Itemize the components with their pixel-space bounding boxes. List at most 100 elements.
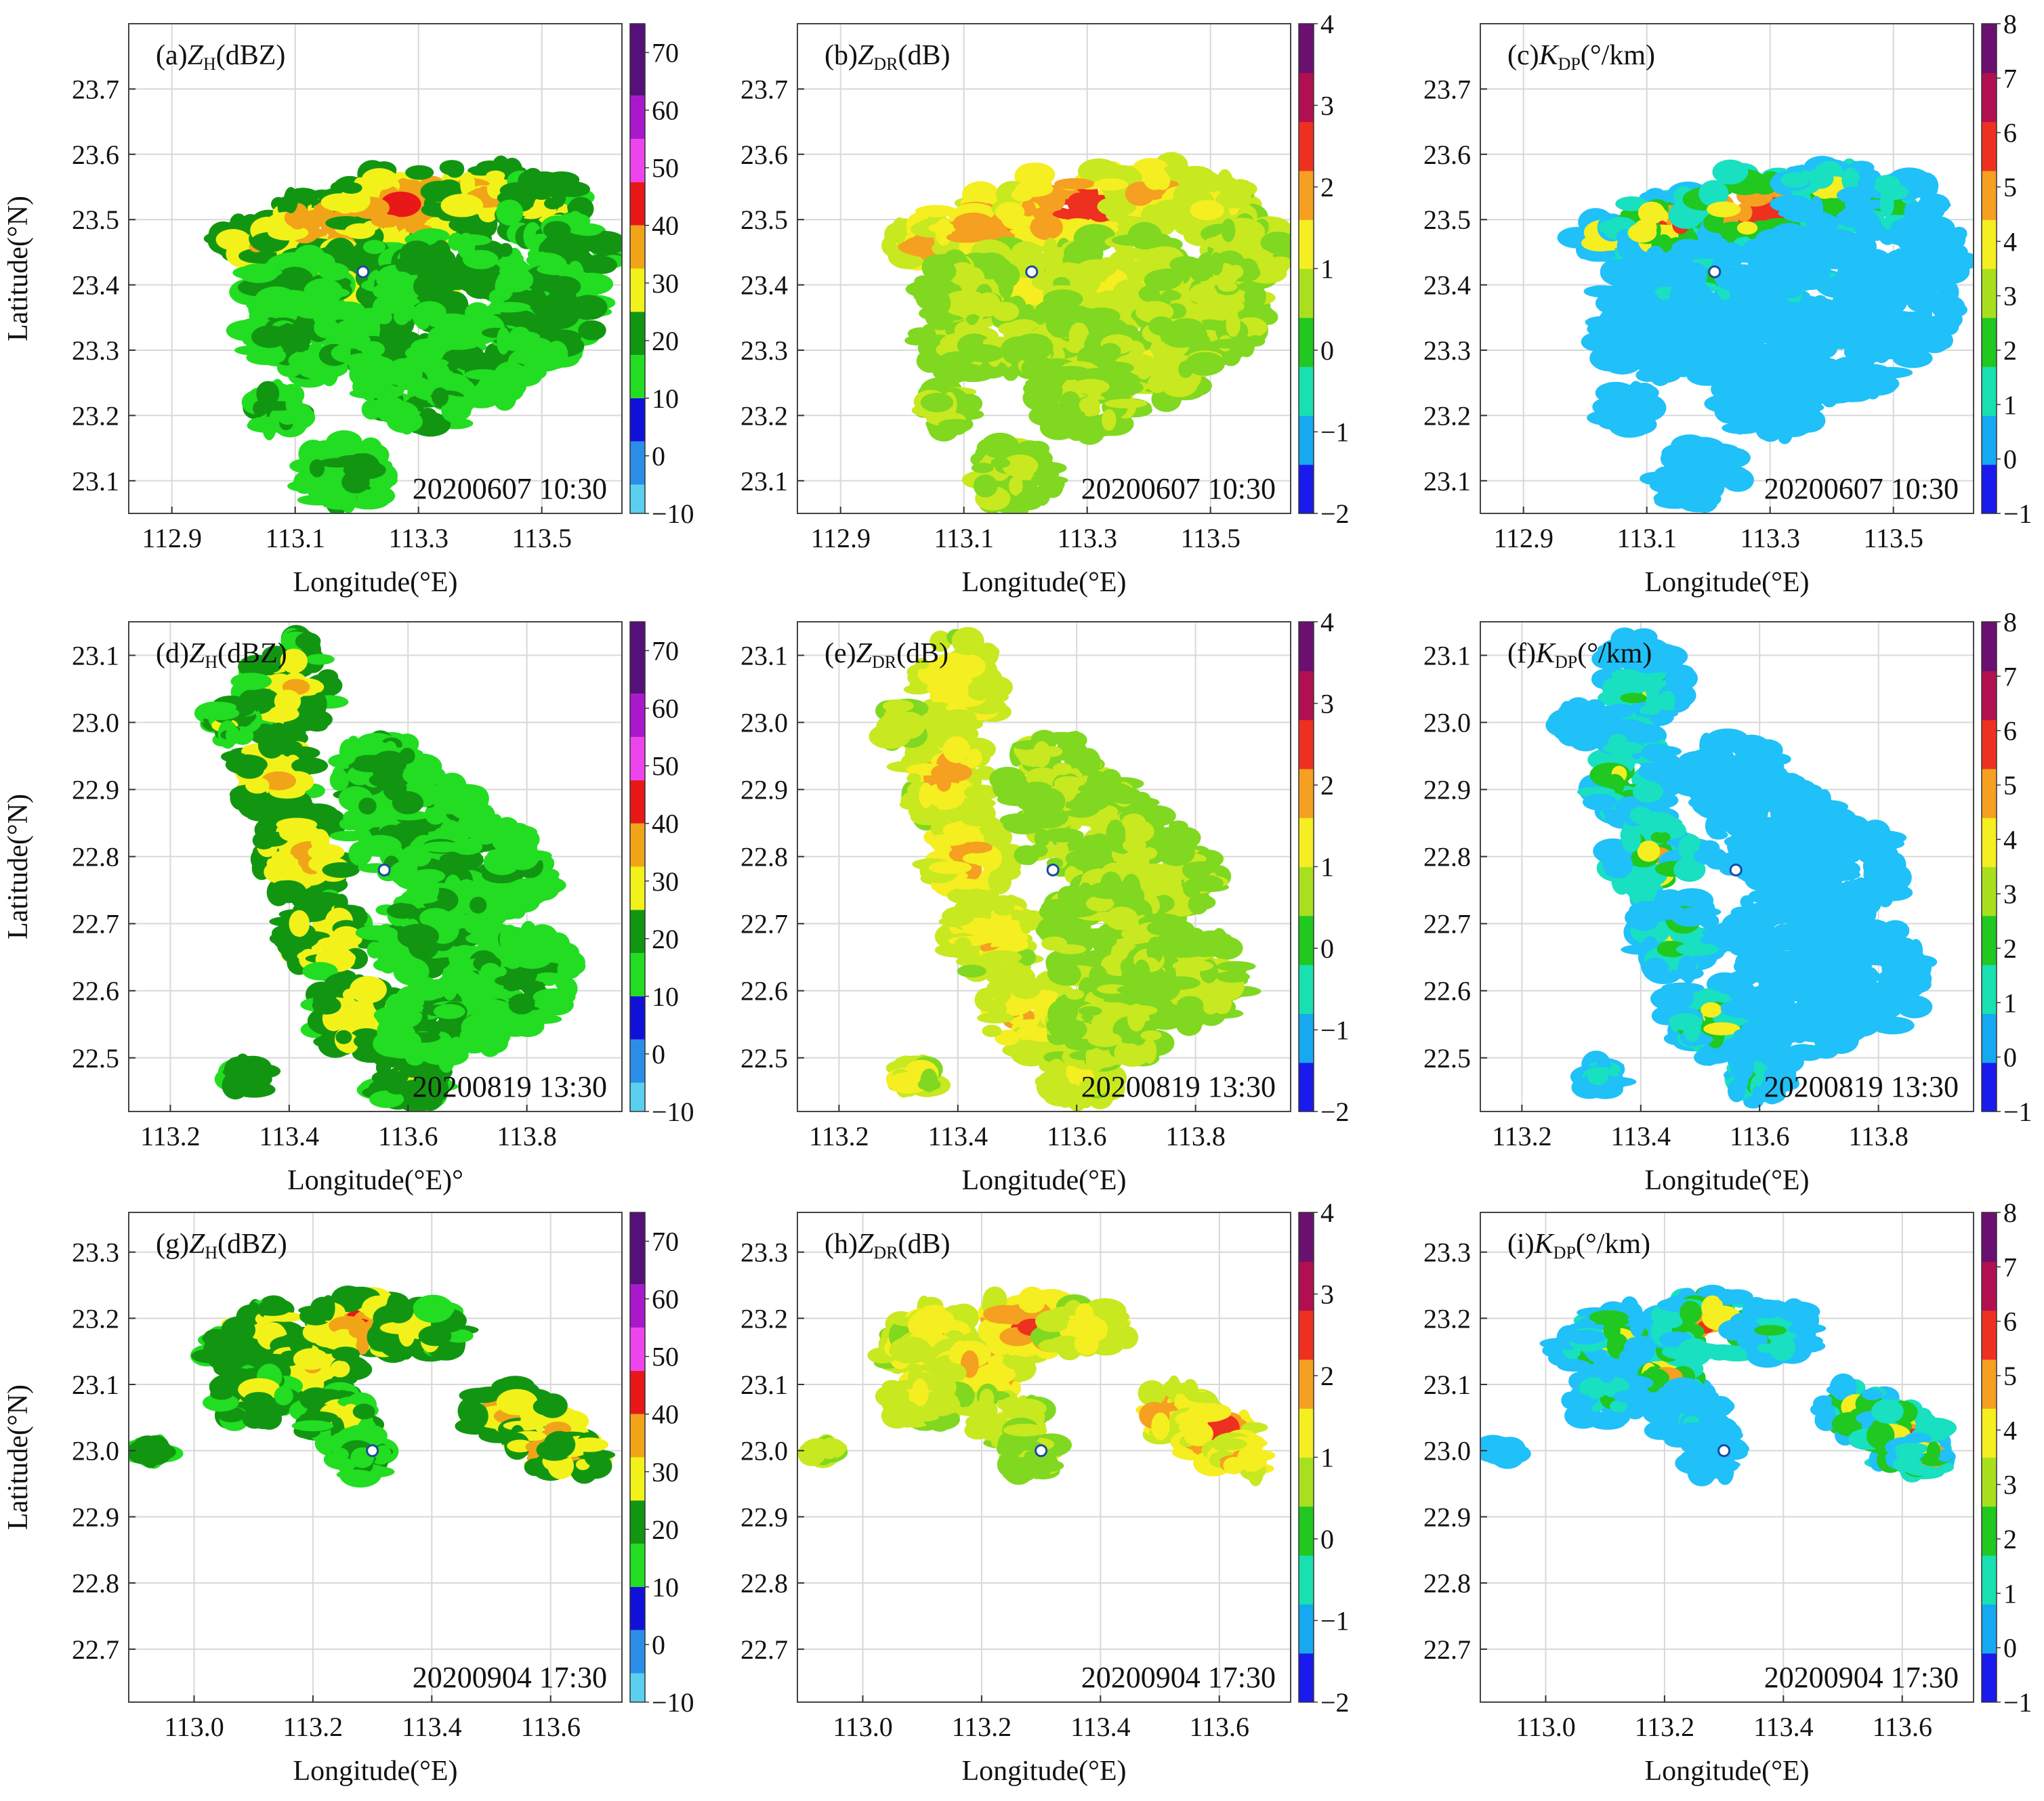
colorbar-segment — [1982, 415, 1997, 425]
echo-cell — [1099, 343, 1121, 360]
colorbar-segment — [1299, 81, 1314, 89]
xtick-label: 112.9 — [1493, 523, 1553, 553]
timestamp-label: 20200819 13:30 — [413, 1070, 607, 1103]
echo-cell — [472, 999, 509, 1012]
echo-cell — [925, 260, 957, 283]
echo-cell — [478, 203, 498, 223]
echo-cell — [304, 278, 343, 306]
colorbar-bin — [630, 225, 645, 269]
echo-cell — [341, 471, 370, 494]
colorbar-segment — [1299, 391, 1314, 400]
colorbar-segment — [1299, 121, 1314, 131]
echo-cell — [306, 720, 328, 732]
colorbar-label: 10 — [652, 383, 679, 414]
echo-cell — [308, 482, 338, 499]
colorbar-label: 1 — [2003, 389, 2017, 420]
colorbar-segment — [1299, 113, 1314, 123]
colorbar-segment — [1982, 105, 1997, 114]
echo-cell — [1215, 191, 1253, 209]
echo-cell — [397, 923, 440, 950]
echo-cell — [289, 910, 310, 937]
echo-cell — [496, 199, 524, 226]
ytick-label: 23.7 — [1423, 74, 1471, 104]
echo-cell — [1663, 464, 1694, 490]
echo-cell — [1021, 356, 1058, 380]
radar-site-marker — [356, 265, 370, 278]
ytick-label: 23.7 — [72, 74, 119, 104]
echo-cell — [1879, 310, 1917, 323]
echo-cell — [365, 385, 404, 400]
colorbar-bin — [630, 268, 645, 312]
echo-cell — [531, 189, 553, 200]
echo-cell — [291, 757, 329, 775]
timestamp-label: 20200607 10:30 — [413, 472, 607, 505]
echo-cell — [967, 679, 994, 701]
echo-cell — [1782, 320, 1815, 346]
colorbar-segment — [1299, 187, 1314, 196]
echo-cell — [404, 1048, 425, 1066]
colorbar-segment — [1982, 64, 1997, 73]
echo-cell — [381, 225, 400, 246]
panel-e: 113.2 113.4 113.6 113.822.522.622.722.822.9… — [741, 607, 1350, 1196]
echo-cell — [278, 323, 296, 352]
colorbar-segment — [1982, 146, 1997, 155]
echo-cell — [1717, 394, 1732, 410]
panel-title: (c)KDP(°/km) — [1507, 40, 1655, 74]
colorbar-label: 5 — [2003, 172, 2017, 203]
colorbar-segment — [1299, 137, 1314, 147]
colorbar-segment — [1982, 391, 1997, 400]
radar-site-marker — [1708, 265, 1722, 278]
colorbar-segment — [1982, 162, 1997, 171]
ytick-label: 23.1 — [741, 466, 788, 496]
colorbar-segment — [1982, 244, 1997, 253]
colorbar-bin — [630, 139, 645, 182]
echo-cell — [1688, 450, 1705, 473]
colorbar-segment — [1982, 219, 1997, 228]
echo-cell — [509, 326, 530, 344]
colorbar-segment — [1299, 488, 1314, 498]
echo-cell — [1635, 368, 1660, 382]
echo-cell — [440, 194, 484, 217]
colorbar-frame — [1981, 23, 1997, 514]
echo-cell — [339, 739, 358, 765]
panel-d: 113.2 113.4 113.6 113.822.522.622.722.822.9… — [3, 621, 694, 1196]
ytick-label: 23.0 — [72, 708, 119, 738]
echo-cell — [335, 979, 351, 992]
colorbar-segment — [1299, 333, 1314, 343]
echo-cell — [1770, 194, 1812, 213]
echo-cell — [272, 851, 294, 864]
echo-cell — [1852, 210, 1881, 238]
echo-cell — [1734, 326, 1750, 352]
echo-cell — [241, 1063, 281, 1079]
echo-cell — [1671, 329, 1692, 354]
xtick-label: 113.5 — [512, 523, 572, 553]
colorbar-label: 2 — [2003, 335, 2017, 366]
colorbar-segment — [1982, 480, 1997, 490]
colorbar-segment — [1299, 48, 1314, 57]
echo-cell — [230, 673, 272, 690]
echo-cell — [498, 310, 534, 331]
echo-cell — [973, 474, 998, 498]
echo-cell — [558, 956, 586, 976]
xtick-label: 113.8 — [497, 1121, 557, 1151]
echo-cell — [1638, 201, 1665, 224]
colorbar-segment — [1982, 81, 1997, 89]
colorbar-label: −10 — [652, 1097, 694, 1127]
echo-cell — [238, 263, 278, 283]
echo-cell — [1210, 339, 1252, 349]
echo-cell — [496, 376, 525, 399]
panel-title: (a)ZH(dBZ) — [156, 40, 285, 74]
ytick-label: 23.6 — [72, 140, 119, 170]
echo-cell — [511, 943, 554, 969]
echo-cell — [1191, 271, 1211, 282]
colorbar-segment — [1299, 341, 1314, 351]
echo-cell — [1857, 267, 1877, 285]
colorbar-bin — [630, 398, 645, 442]
echo-cell — [367, 941, 383, 959]
echo-cell — [486, 170, 505, 181]
echo-cell — [1714, 448, 1740, 462]
echo-cell — [1857, 176, 1876, 189]
colorbar-label: 3 — [2003, 281, 2017, 312]
